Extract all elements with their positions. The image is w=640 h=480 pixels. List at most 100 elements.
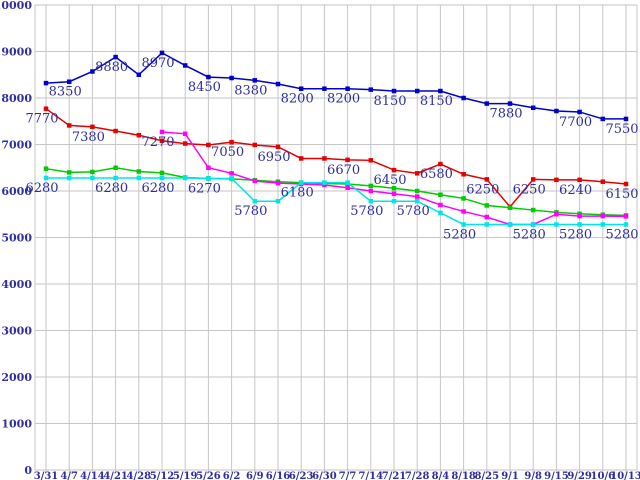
green-series-point	[461, 196, 466, 201]
x-axis-tick-label: 6/9	[246, 471, 264, 480]
cyan-series-point	[252, 198, 258, 204]
blue-series-value-label: 8350	[49, 85, 82, 100]
x-axis-tick-label: 7/28	[405, 471, 430, 480]
blue-series-point	[507, 101, 513, 106]
green-series-point	[391, 185, 397, 191]
cyan-series-point	[43, 175, 49, 181]
y-axis-tick-label: 0	[24, 464, 32, 477]
green-series-point	[43, 166, 49, 171]
cyan-series-value-label: 5780	[234, 204, 267, 219]
x-axis-tick-label: 9/1	[501, 471, 519, 480]
cyan-series-point	[530, 222, 536, 227]
blue-series-point	[252, 78, 258, 83]
red-series-point	[182, 141, 188, 146]
cyan-series-point	[275, 198, 281, 204]
green-series-point	[507, 205, 513, 210]
x-axis-tick-label: 9/8	[524, 471, 542, 480]
y-axis-tick-label: 6000	[1, 185, 32, 198]
y-axis-tick-label: 10000	[0, 0, 32, 12]
blue-series-point	[600, 116, 606, 122]
cyan-series-value-label: 6280	[25, 181, 58, 196]
cyan-series-point	[507, 222, 513, 227]
cyan-series-point	[600, 222, 606, 227]
cyan-series-value-label: 6180	[281, 186, 314, 201]
blue-series-value-label: 8380	[234, 83, 267, 98]
magenta-series-point	[577, 213, 582, 219]
cyan-series-value-label: 6280	[95, 181, 128, 196]
magenta-series-point	[368, 188, 374, 194]
y-axis-tick-label: 7000	[1, 139, 32, 152]
blue-series-value-label: 8200	[281, 92, 314, 107]
red-series-point	[322, 156, 327, 161]
blue-series-point	[461, 95, 466, 101]
red-series-point	[90, 124, 95, 130]
red-series-value-label: 6240	[559, 183, 592, 198]
magenta-series-point	[623, 214, 629, 219]
cyan-series-value-label: 5280	[513, 227, 546, 242]
magenta-series-point	[391, 191, 397, 197]
x-axis-tick-label: 5/26	[196, 471, 221, 480]
cyan-series-value-label: 6280	[141, 181, 174, 196]
x-axis-tick-label: 7/14	[359, 471, 384, 480]
blue-series-point	[530, 105, 536, 111]
green-series-point	[90, 169, 95, 175]
blue-series-point	[66, 79, 72, 84]
x-axis-tick-label: 4/21	[103, 471, 128, 480]
cyan-series-point	[391, 198, 397, 204]
x-axis-tick-label: 4/28	[127, 471, 152, 480]
red-series-point	[345, 157, 350, 163]
cyan-series-point	[438, 210, 443, 216]
cyan-series-point	[66, 175, 72, 181]
red-series-value-label: 7050	[211, 145, 244, 160]
blue-series-point	[159, 50, 165, 56]
blue-series-value-label: 8450	[188, 80, 221, 95]
red-series-point	[461, 172, 466, 177]
red-series-point	[206, 142, 211, 148]
x-axis-tick-label: 5/12	[150, 471, 175, 480]
cyan-series-point	[136, 175, 142, 181]
y-axis-tick-label: 8000	[1, 92, 32, 105]
x-axis-tick-label: 4/7	[60, 471, 78, 480]
blue-series-point	[554, 108, 559, 114]
y-axis-tick-label: 3000	[1, 325, 32, 338]
red-series-value-label: 6250	[466, 182, 499, 197]
cyan-series-value-label: 5280	[443, 227, 476, 242]
blue-series-point	[623, 116, 629, 122]
blue-series-point	[43, 80, 49, 86]
x-axis-tick-label: 5/19	[173, 471, 198, 480]
blue-series-value-label: 7700	[559, 115, 592, 130]
green-series-point	[159, 170, 165, 176]
blue-series-point	[298, 86, 304, 91]
red-series-value-label: 7380	[72, 130, 105, 145]
cyan-series-point	[182, 175, 188, 181]
cyan-series-point	[577, 222, 582, 227]
green-series-point	[113, 165, 118, 170]
cyan-series-point	[298, 180, 304, 185]
blue-series-point	[322, 86, 327, 91]
blue-series-value-label: 8150	[420, 94, 453, 109]
y-axis-tick-label: 1000	[1, 418, 32, 431]
red-series-point	[577, 177, 582, 183]
cyan-series-line	[46, 177, 626, 226]
blue-series-point	[368, 87, 374, 92]
green-series-point	[530, 207, 536, 213]
red-series-point	[391, 167, 397, 173]
x-axis-tick-label: 6/30	[312, 471, 337, 480]
blue-series-point	[577, 109, 582, 115]
magenta-series-point	[438, 202, 443, 208]
red-series-point	[600, 179, 606, 184]
red-series-point	[298, 156, 304, 161]
cyan-series-point	[322, 180, 327, 185]
red-series-point	[159, 138, 165, 144]
red-series-value-label: 7770	[25, 112, 58, 127]
x-axis-tick-label: 10/13	[610, 471, 640, 480]
magenta-series-point	[252, 178, 258, 184]
green-series-point	[484, 203, 490, 208]
red-series-point	[43, 106, 49, 111]
blue-series-point	[345, 86, 350, 91]
cyan-series-value-label: 5780	[397, 204, 430, 219]
cyan-series-point	[484, 222, 490, 227]
red-series-point	[414, 171, 420, 176]
x-axis-tick-label: 8/18	[451, 471, 476, 480]
red-series-value-label: 6250	[513, 182, 546, 197]
